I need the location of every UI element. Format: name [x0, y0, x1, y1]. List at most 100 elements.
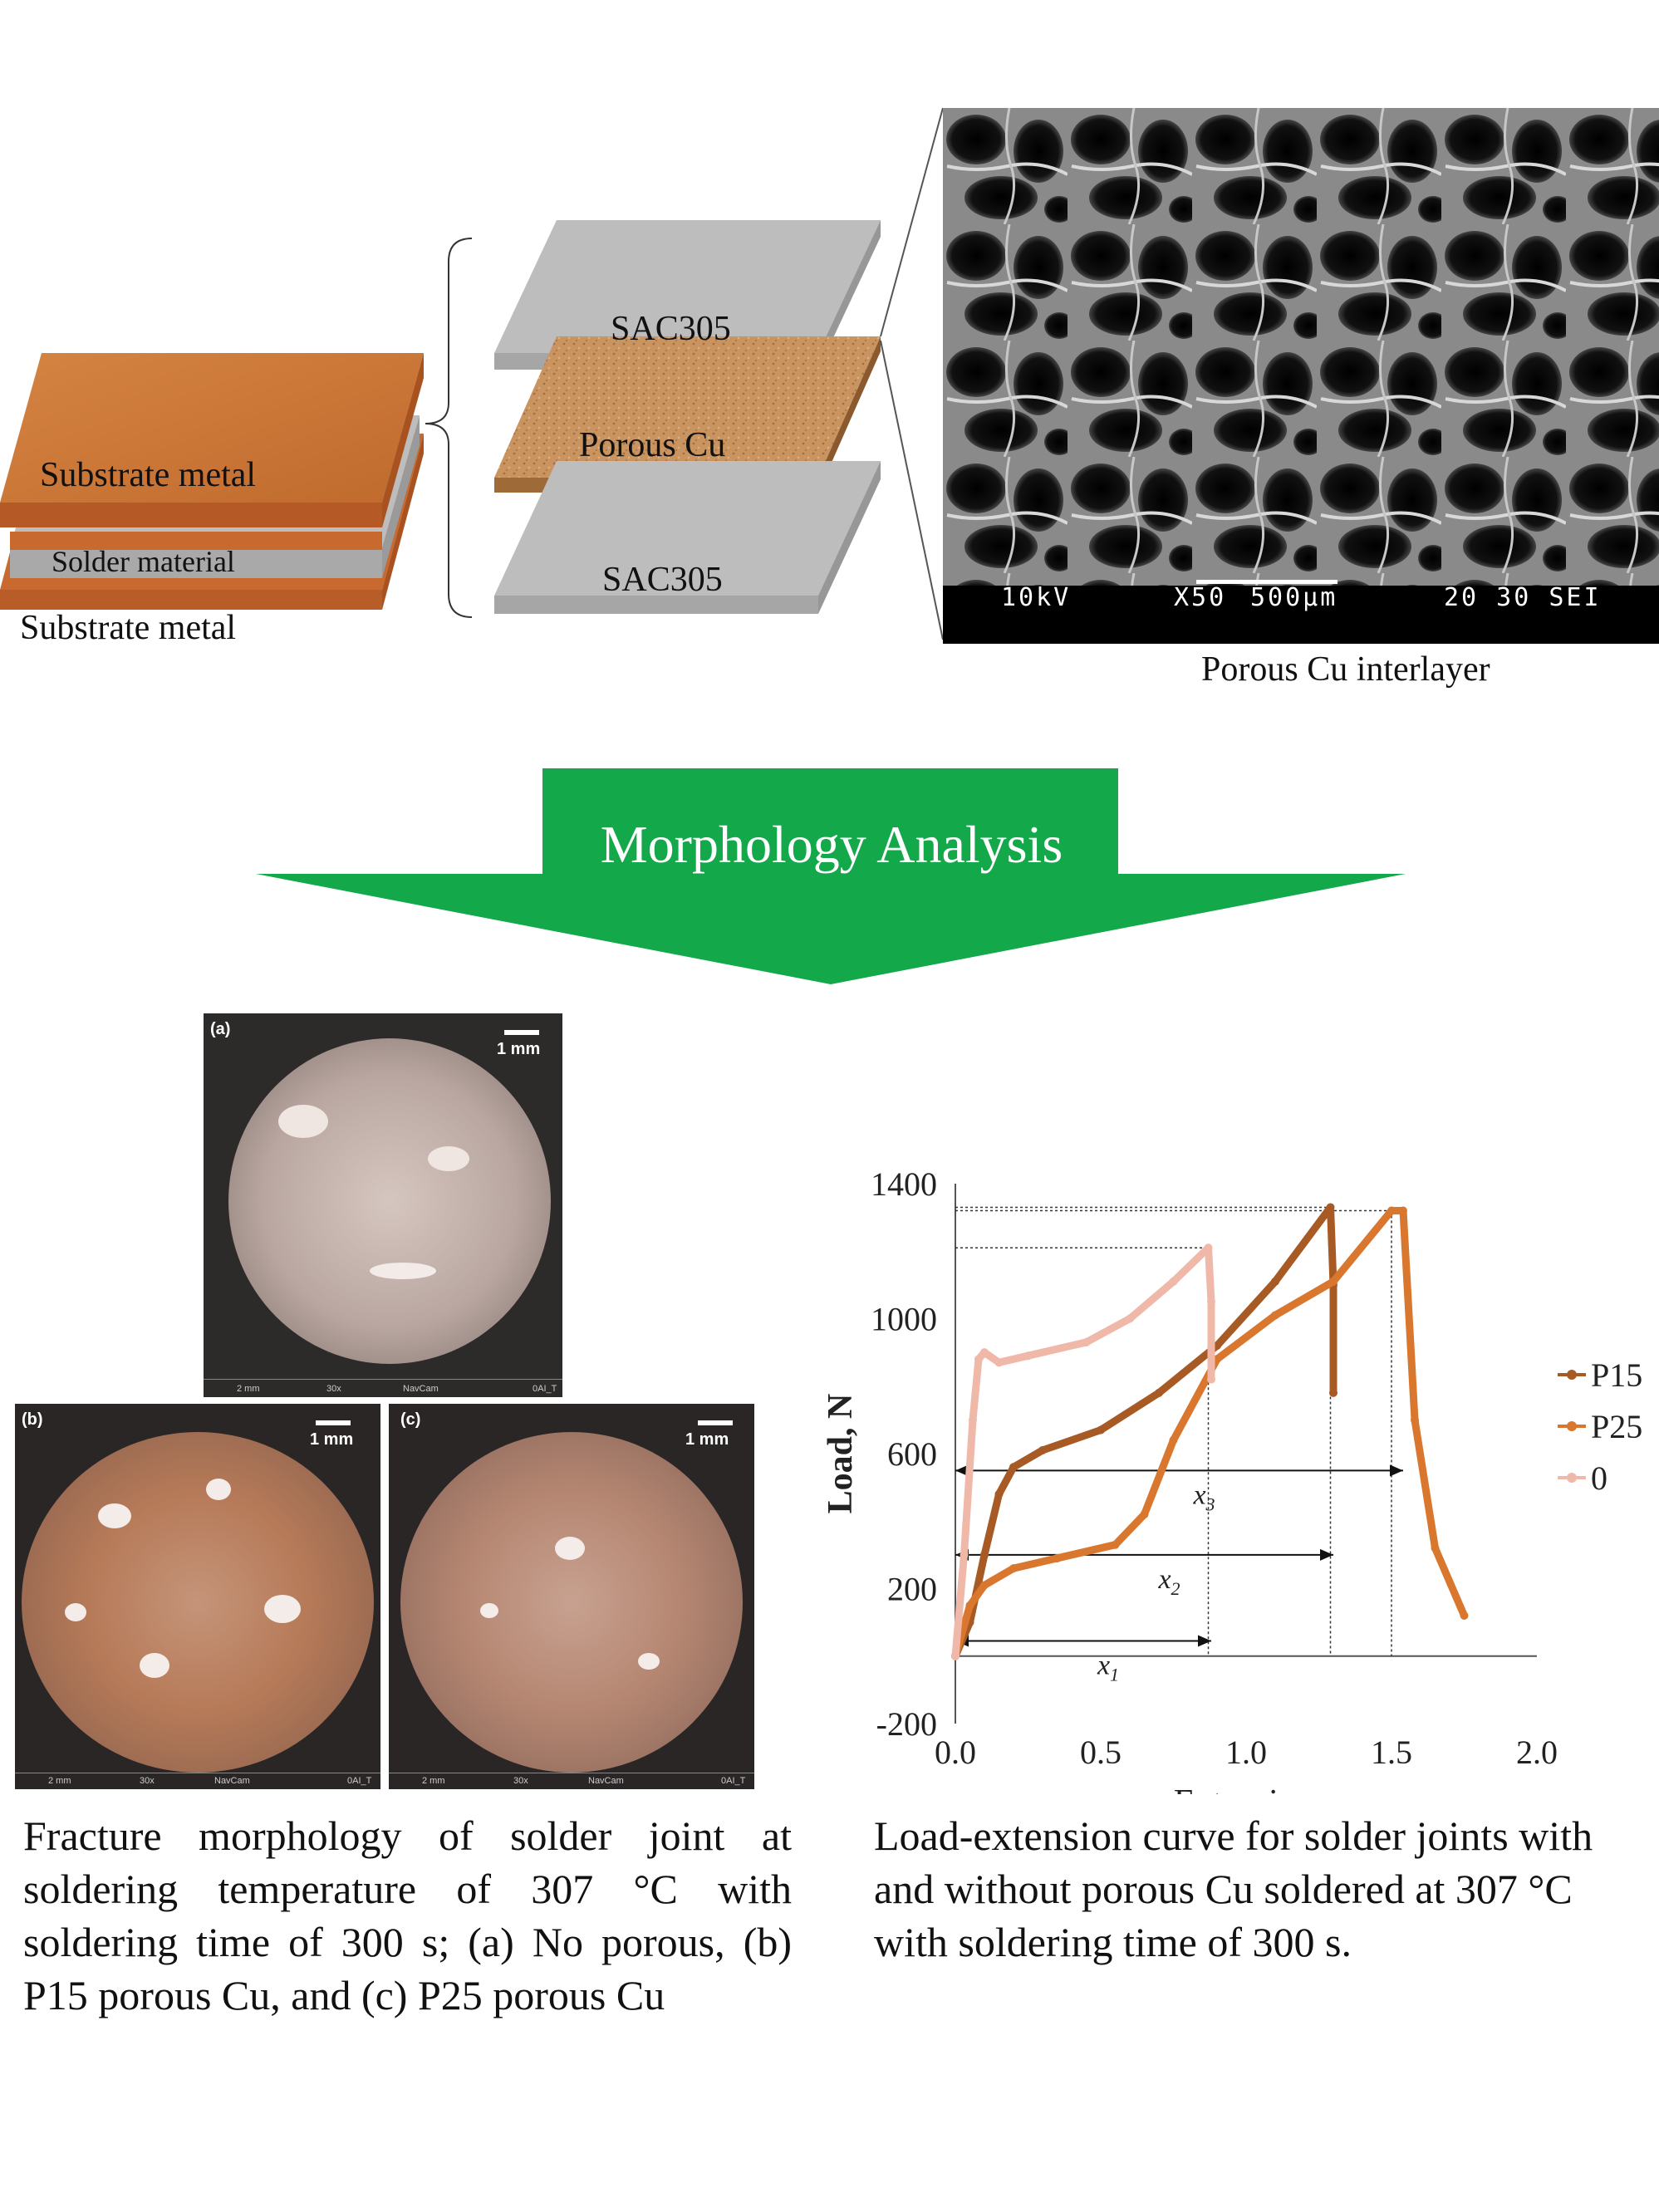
data-point-P25: [1169, 1435, 1178, 1444]
data-point-0: [1204, 1243, 1213, 1253]
data-point-P25: [1399, 1206, 1407, 1215]
micrograph-c-foot-cam: NavCam: [588, 1776, 624, 1786]
micrograph-a-foot-cam: NavCam: [403, 1384, 439, 1394]
x-tick-label: 0.5: [1080, 1734, 1122, 1771]
sem-voltage: 10kV: [1001, 583, 1072, 612]
micrograph-a-foot-scale: 2 mm: [237, 1384, 260, 1394]
sem-caption: Porous Cu interlayer: [1201, 650, 1490, 689]
exploded-layers-diagram: [494, 220, 881, 614]
data-point-P25: [1411, 1415, 1419, 1425]
micrograph-c-scale: 1 mm: [685, 1430, 729, 1449]
data-point-P25: [1460, 1611, 1469, 1620]
data-point-0: [969, 1415, 977, 1425]
legend-label-P15: P15: [1591, 1356, 1642, 1394]
right-caption: Load-extension curve for solder joints w…: [874, 1812, 1593, 1965]
arrow-down-icon: [256, 768, 1406, 984]
micrograph-a: (a) 1 mm 2 mm 30x NavCam 0AI_T: [204, 1013, 562, 1397]
x-tick-label: 0.0: [935, 1734, 976, 1771]
sem-scale-bar: [1196, 580, 1338, 584]
data-point-0: [1207, 1297, 1215, 1307]
data-point-0: [994, 1358, 1004, 1367]
sem-image: 10kV X50 500µm 20 30 SEI: [943, 108, 1659, 644]
data-point-P15: [980, 1550, 989, 1559]
micrograph-a-scale-bar: [504, 1030, 539, 1035]
annotation-arrow-head-left: [955, 1464, 969, 1477]
legend-label-0: 0: [1591, 1459, 1607, 1497]
data-point-0: [1207, 1375, 1215, 1384]
data-point-P15: [994, 1489, 1004, 1498]
annotation-arrow-head-right: [1320, 1548, 1333, 1561]
data-point-P15: [1329, 1388, 1338, 1397]
micrograph-c-label: (c): [400, 1410, 421, 1429]
micrograph-c-foot-scale: 2 mm: [422, 1776, 445, 1786]
annotation-arrow-head-right: [1198, 1635, 1211, 1647]
arrow-label: Morphology Analysis: [600, 815, 1063, 874]
micrograph-c: (c) 1 mm 2 mm 30x NavCam 0AI_T: [389, 1404, 754, 1789]
micrograph-b-label: (b): [22, 1410, 43, 1429]
data-point-P25: [1387, 1206, 1396, 1215]
sem-info: 20 30 SEI: [1444, 583, 1602, 612]
y-axis-label: Load, N: [822, 1394, 860, 1514]
data-point-0: [1082, 1337, 1091, 1346]
y-tick-label: 1400: [871, 1165, 937, 1203]
sem-magnification: X50: [1174, 583, 1227, 612]
zoom-lines: [880, 107, 944, 640]
data-point-P15: [1009, 1463, 1018, 1472]
x-tick-label: 1.0: [1225, 1734, 1267, 1771]
micrograph-a-label: (a): [210, 1020, 231, 1038]
annotation-arrow-head-right: [1390, 1464, 1403, 1477]
data-point-P15: [1038, 1445, 1047, 1454]
x-axis-label: Extension, mm: [1174, 1783, 1386, 1794]
micrograph-b-foot-tag: 0AI_T: [347, 1776, 372, 1786]
micrograph-b-scale: 1 mm: [310, 1430, 354, 1449]
micrograph-a-foot-tag: 0AI_T: [533, 1384, 557, 1394]
bottom-sac305-label: SAC305: [602, 561, 723, 599]
data-point-P25: [1053, 1553, 1062, 1562]
porous-foam-texture: [943, 108, 1659, 644]
porous-cu-label: Porous Cu: [579, 426, 726, 464]
micrograph-a-foot-zoom: 30x: [326, 1384, 341, 1394]
micrograph-c-foot-zoom: 30x: [513, 1776, 528, 1786]
annotation-label: x3: [1192, 1479, 1215, 1514]
data-point-P15: [1155, 1388, 1163, 1397]
y-tick-label: 600: [887, 1435, 937, 1473]
data-point-0: [974, 1355, 983, 1364]
micrograph-c-foot-tag: 0AI_T: [721, 1776, 746, 1786]
data-point-P25: [980, 1581, 989, 1590]
legend-marker-P15: [1567, 1370, 1577, 1380]
layered-sample-diagram: [0, 353, 424, 610]
micrograph-a-scale: 1 mm: [497, 1040, 541, 1058]
series-line-P15: [951, 1203, 1338, 1660]
data-point-P25: [1111, 1540, 1120, 1549]
data-point-0: [1126, 1314, 1134, 1323]
x-tick-label: 2.0: [1516, 1734, 1558, 1771]
series-line-P25: [951, 1207, 1468, 1660]
left-caption: Fracture morphology of solder joint at s…: [23, 1812, 792, 2018]
top-substrate-label: Substrate metal: [40, 456, 257, 494]
data-point-0: [951, 1651, 960, 1660]
data-point-P25: [1431, 1543, 1440, 1552]
sem-scale: 500µm: [1250, 583, 1338, 612]
data-point-P15: [1271, 1277, 1279, 1286]
top-sac305-label: SAC305: [611, 310, 731, 348]
data-point-P25: [1140, 1510, 1149, 1519]
bottom-substrate-label: Substrate metal: [20, 609, 237, 647]
micrograph-b-foot-zoom: 30x: [140, 1776, 155, 1786]
y-tick-label: 1000: [871, 1301, 937, 1338]
micrograph-b: (b) 1 mm 2 mm 30x NavCam 0AI_T: [15, 1404, 380, 1789]
micrograph-b-foot-scale: 2 mm: [48, 1776, 71, 1786]
annotation-label: x2: [1157, 1564, 1180, 1599]
x-tick-label: 1.5: [1371, 1734, 1412, 1771]
micrograph-c-scale-bar: [698, 1420, 733, 1425]
legend-label-P25: P25: [1591, 1408, 1642, 1445]
legend-marker-P25: [1567, 1421, 1577, 1431]
micrograph-b-scale-bar: [316, 1420, 351, 1425]
data-point-P25: [1329, 1277, 1338, 1286]
annotation-label: x1: [1097, 1650, 1119, 1685]
y-tick-label: -200: [876, 1705, 937, 1743]
legend-marker-0: [1567, 1473, 1577, 1483]
data-point-P25: [965, 1601, 974, 1610]
brace-icon: [425, 238, 473, 618]
data-point-0: [1023, 1351, 1033, 1361]
